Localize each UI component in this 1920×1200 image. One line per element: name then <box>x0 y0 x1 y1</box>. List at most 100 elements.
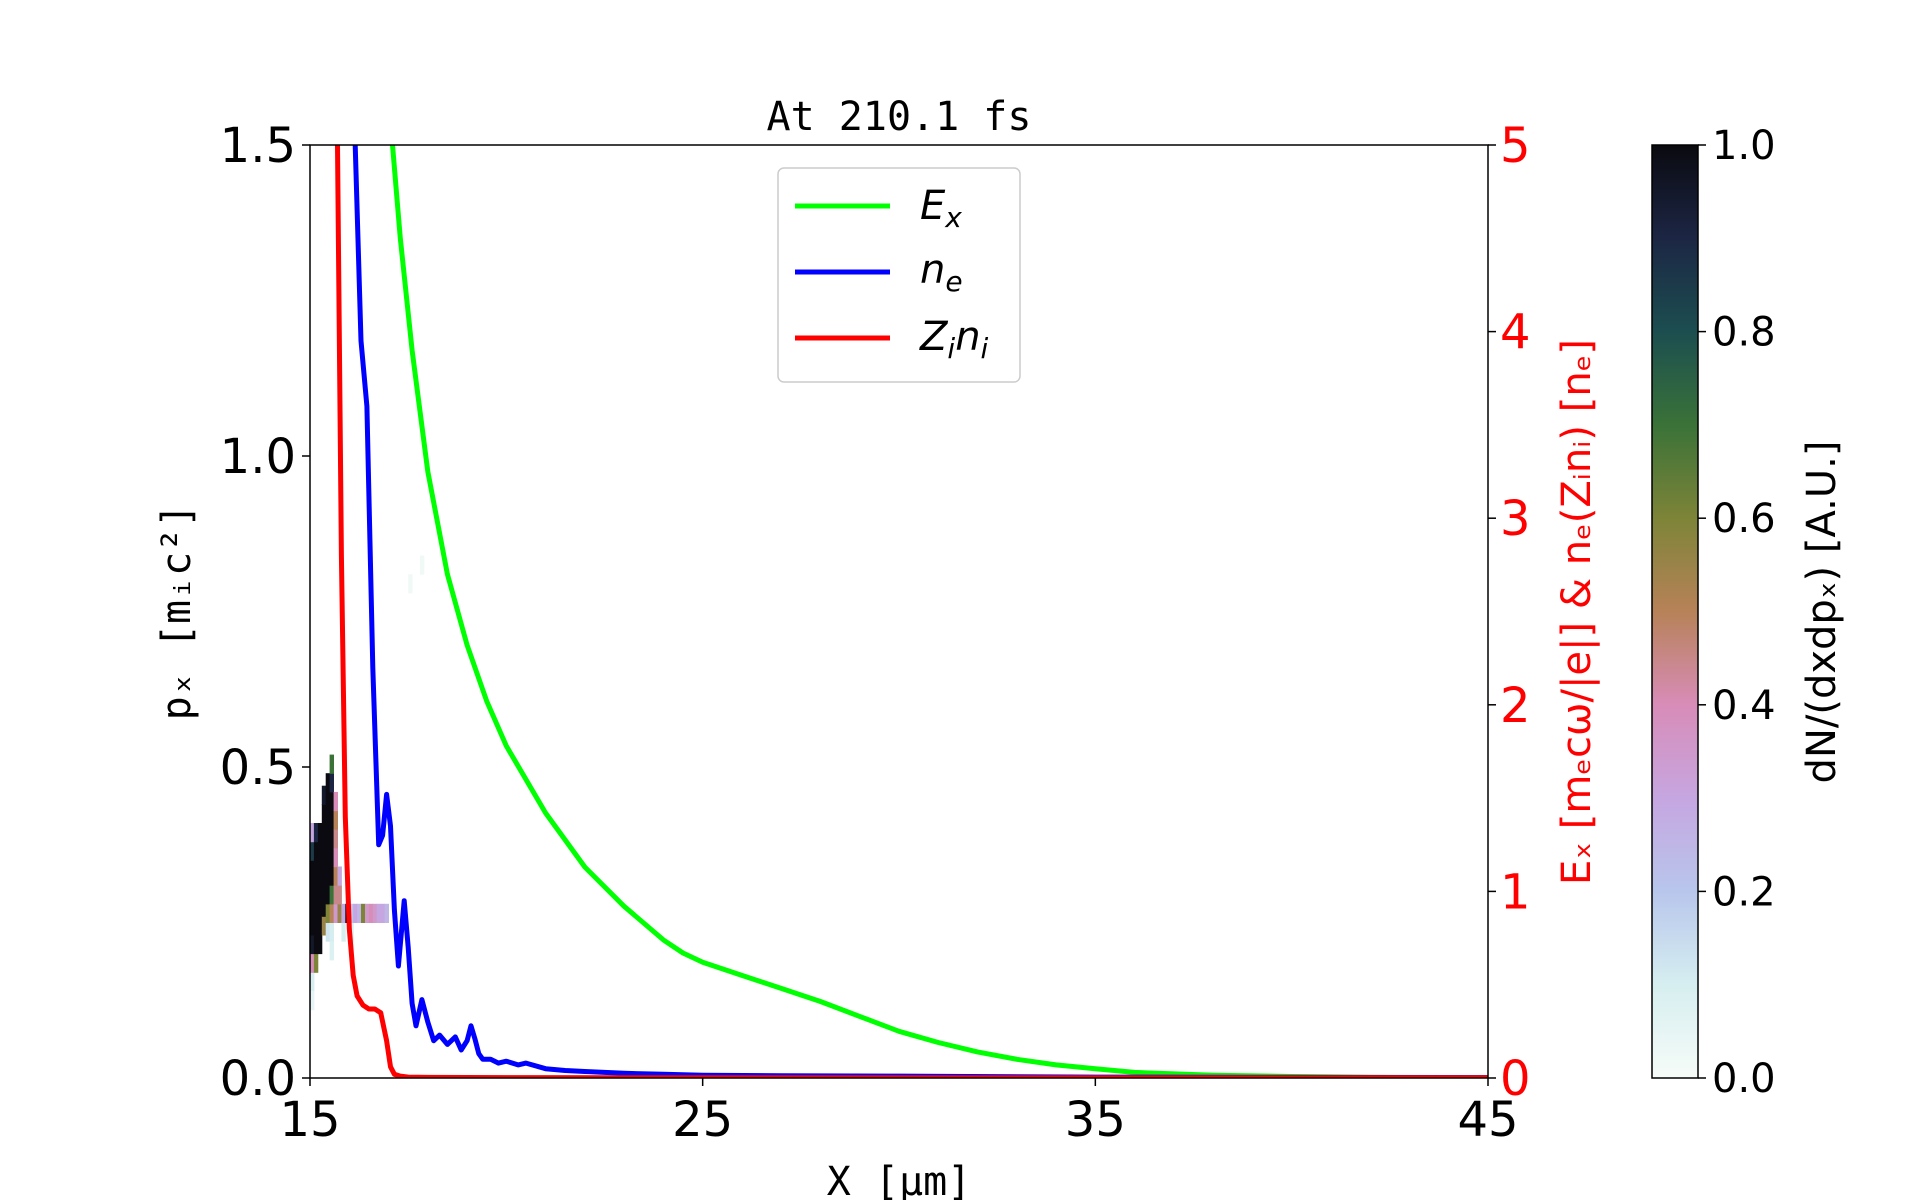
series-line-ne <box>352 145 1488 1078</box>
y2-axis-ticks: 0 1 2 3 4 5 <box>1488 118 1531 1107</box>
heatmap-cell <box>329 754 334 774</box>
heatmap-cell <box>321 897 327 917</box>
colorbar-tick-label: 0.2 <box>1712 869 1776 915</box>
heatmap-cell <box>329 866 334 886</box>
y-axis-ticks: 0.0 0.5 1.0 1.5 <box>220 118 310 1107</box>
heatmap-cell <box>329 922 334 942</box>
y2-tick-label: 5 <box>1500 118 1531 174</box>
legend: Ex ne Zini <box>777 167 1021 383</box>
colorbar-ticks: 0.0 0.2 0.4 0.6 0.8 1.0 <box>1698 123 1776 1102</box>
heatmap-cell <box>310 972 315 992</box>
heatmap-cell <box>313 916 319 936</box>
heatmap-cell <box>329 829 334 849</box>
heatmap-cell <box>313 934 319 955</box>
heatmap-cell <box>333 791 338 812</box>
y-tick-label: 1.0 <box>220 429 296 485</box>
heatmap-cell <box>321 879 327 899</box>
heatmap-cell <box>384 903 389 923</box>
heatmap-cell <box>329 941 334 961</box>
heatmap-cell <box>337 885 342 905</box>
heatmap-cell <box>325 885 331 905</box>
heatmap-cell <box>317 860 323 880</box>
y-tick-label: 1.5 <box>220 118 296 174</box>
x-axis-label: X [μm] <box>827 1159 972 1200</box>
heatmap-cell <box>329 847 334 868</box>
heatmap-cell <box>313 953 319 973</box>
y2-tick-label: 0 <box>1500 1051 1531 1107</box>
heatmap-cell <box>321 916 327 936</box>
heatmap-cell <box>310 953 315 973</box>
heatmap-cell <box>321 860 327 880</box>
x-axis-ticks: 15 25 35 45 <box>279 1078 1519 1148</box>
x-tick-label: 45 <box>1457 1092 1518 1148</box>
heatmap-cell <box>333 885 338 905</box>
heatmap-cell <box>325 847 331 868</box>
heatmap-cell <box>419 555 425 575</box>
x-tick-label: 35 <box>1065 1092 1126 1148</box>
heatmap-cell <box>325 791 331 812</box>
heatmap-cell <box>337 903 342 923</box>
legend-box <box>777 167 1021 383</box>
heatmap-cell <box>317 841 323 861</box>
heatmap-cell <box>341 922 346 942</box>
heatmap-cell <box>313 841 319 861</box>
y2-tick-label: 4 <box>1500 305 1531 361</box>
heatmap-cell <box>325 829 331 849</box>
heatmap-cell <box>310 916 315 936</box>
heatmap-cell <box>310 823 315 843</box>
colorbar-tick-label: 0.0 <box>1712 1056 1776 1102</box>
heatmap-cell <box>325 903 331 923</box>
heatmap-cell <box>361 903 366 923</box>
colorbar-tick-label: 0.4 <box>1712 683 1776 729</box>
heatmap-cell <box>325 922 331 942</box>
heatmap-cell <box>353 903 358 923</box>
heatmap-cell <box>321 841 327 861</box>
y-tick-label: 0.0 <box>220 1051 296 1107</box>
heatmap-cell <box>310 860 315 880</box>
y2-tick-label: 1 <box>1500 864 1531 920</box>
heatmap-cell <box>325 866 331 886</box>
y-axis-label: pₓ [mᵢc²] <box>154 504 200 721</box>
heatmap-cell <box>380 903 386 923</box>
heatmap-cell <box>333 829 338 849</box>
heatmap-cell <box>329 885 334 905</box>
colorbar-tick-label: 0.8 <box>1712 310 1776 356</box>
heatmap-cell <box>368 903 374 923</box>
x-tick-label: 15 <box>279 1092 340 1148</box>
colorbar-tick-label: 0.6 <box>1712 496 1776 542</box>
heatmap-cell <box>357 903 362 923</box>
heatmap-cell <box>313 860 319 880</box>
heatmap-cell <box>329 791 334 812</box>
heatmap-cell <box>329 773 334 793</box>
x-tick-label: 25 <box>672 1092 733 1148</box>
heatmap-cell <box>317 823 323 843</box>
heatmap-cell <box>310 879 315 899</box>
y-tick-label: 0.5 <box>220 740 296 796</box>
heatmap-cell <box>317 916 323 936</box>
heatmap-cell <box>333 866 338 886</box>
heatmap-cell <box>325 810 331 830</box>
heatmap-cell <box>321 823 327 843</box>
heatmap-cell <box>317 934 323 955</box>
heatmap-cell <box>333 903 338 923</box>
heatmap-cell <box>313 823 319 843</box>
heatmap-cell <box>317 879 323 899</box>
colorbar-tick-label: 1.0 <box>1712 123 1776 169</box>
chart-title: At 210.1 fs <box>767 94 1032 140</box>
heatmap-cell <box>365 903 370 923</box>
plot-frame <box>309 144 1489 1079</box>
heatmap-cell <box>329 810 334 830</box>
heatmap-cell <box>313 897 319 917</box>
y2-tick-label: 3 <box>1500 491 1531 547</box>
heatmap-cell <box>321 804 327 824</box>
heatmap-cell <box>376 903 382 923</box>
colorbar <box>1651 144 1699 1079</box>
heatmap-cell <box>372 903 378 923</box>
heatmap-cell <box>310 841 315 861</box>
heatmap-cell <box>310 990 315 1011</box>
y2-tick-label: 2 <box>1500 678 1531 734</box>
y2-axis-label: Eₓ [mₑcω/|e|] & nₑ(Zᵢnᵢ) [nₑ] <box>1554 339 1600 885</box>
heatmap-cell <box>341 903 346 923</box>
heatmap-cell <box>333 810 338 830</box>
heatmap-cell <box>333 847 338 868</box>
